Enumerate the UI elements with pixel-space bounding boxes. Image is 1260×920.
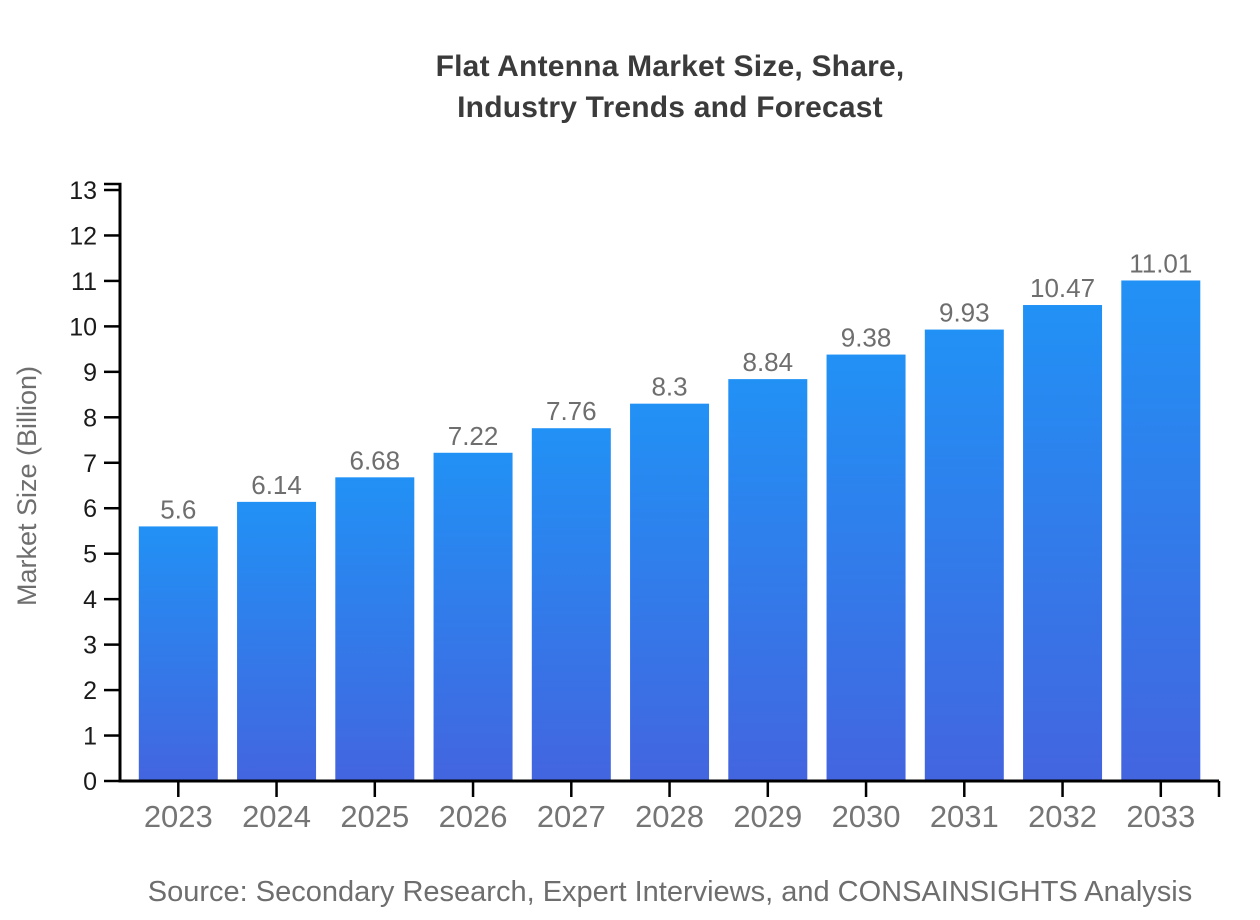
y-tick-label: 10 bbox=[69, 313, 97, 341]
y-tick-label: 11 bbox=[71, 268, 97, 296]
bar-value-label: 11.01 bbox=[1129, 248, 1192, 278]
bar-value-label: 9.93 bbox=[939, 298, 990, 328]
bar bbox=[630, 403, 710, 781]
y-tick-label: 0 bbox=[83, 768, 97, 796]
bar bbox=[138, 526, 218, 781]
x-tick-label: 2026 bbox=[439, 799, 508, 834]
y-tick-label: 13 bbox=[69, 177, 97, 205]
chart-title: Flat Antenna Market Size, Share, Industr… bbox=[435, 50, 905, 124]
y-tick-label: 1 bbox=[83, 723, 97, 751]
y-tick-label: 2 bbox=[83, 677, 97, 705]
bar bbox=[728, 379, 808, 781]
bars-layer: 5.6 6.14 6.68 7.22 7.76 8.3 8.84 9.38 9.93 10.47 1… bbox=[138, 248, 1201, 781]
x-tick-label: 2024 bbox=[242, 799, 311, 834]
y-tick-label: 8 bbox=[83, 404, 97, 432]
bar bbox=[924, 329, 1004, 781]
x-tick-label: 2029 bbox=[733, 799, 802, 834]
y-tick-label: 6 bbox=[83, 495, 97, 523]
y-tick-label: 12 bbox=[69, 222, 97, 250]
bar bbox=[335, 477, 415, 781]
x-tick-label: 2028 bbox=[635, 799, 704, 834]
bar-value-label: 6.14 bbox=[251, 470, 302, 500]
bar-value-label: 10.47 bbox=[1030, 273, 1095, 303]
x-tick-label: 2027 bbox=[537, 799, 606, 834]
x-tick-label: 2030 bbox=[832, 799, 901, 834]
x-tick-label: 2025 bbox=[340, 799, 409, 834]
bar bbox=[826, 354, 906, 781]
bar-value-label: 7.76 bbox=[546, 396, 597, 426]
axes-layer: 2023 2024 2025 2026 2027 2028 2029 2030 2031 2032… bbox=[69, 177, 1221, 834]
y-axis-title: Market Size (Billion) bbox=[12, 366, 42, 606]
bar-value-label: 9.38 bbox=[841, 323, 892, 353]
bar-value-label: 7.22 bbox=[448, 421, 499, 451]
y-tick-label: 3 bbox=[83, 632, 97, 660]
bar bbox=[433, 452, 513, 781]
bar-value-label: 5.6 bbox=[160, 494, 196, 524]
y-tick-label: 4 bbox=[83, 586, 97, 614]
y-tick-label: 9 bbox=[83, 359, 97, 387]
x-tick-label: 2031 bbox=[930, 799, 999, 834]
y-tick-label: 7 bbox=[83, 450, 97, 478]
bar bbox=[1023, 305, 1103, 781]
source-note: Source: Secondary Research, Expert Inter… bbox=[147, 876, 1193, 908]
bar bbox=[237, 501, 317, 781]
bar-value-label: 8.3 bbox=[651, 372, 687, 402]
bar-value-label: 8.84 bbox=[742, 347, 793, 377]
x-tick-label: 2032 bbox=[1028, 799, 1097, 834]
bar bbox=[1121, 280, 1201, 781]
y-tick-label: 5 bbox=[83, 541, 97, 569]
bar bbox=[531, 428, 611, 781]
bar-value-label: 6.68 bbox=[349, 445, 400, 475]
x-tick-label: 2023 bbox=[144, 799, 213, 834]
x-tick-label: 2033 bbox=[1126, 799, 1195, 834]
